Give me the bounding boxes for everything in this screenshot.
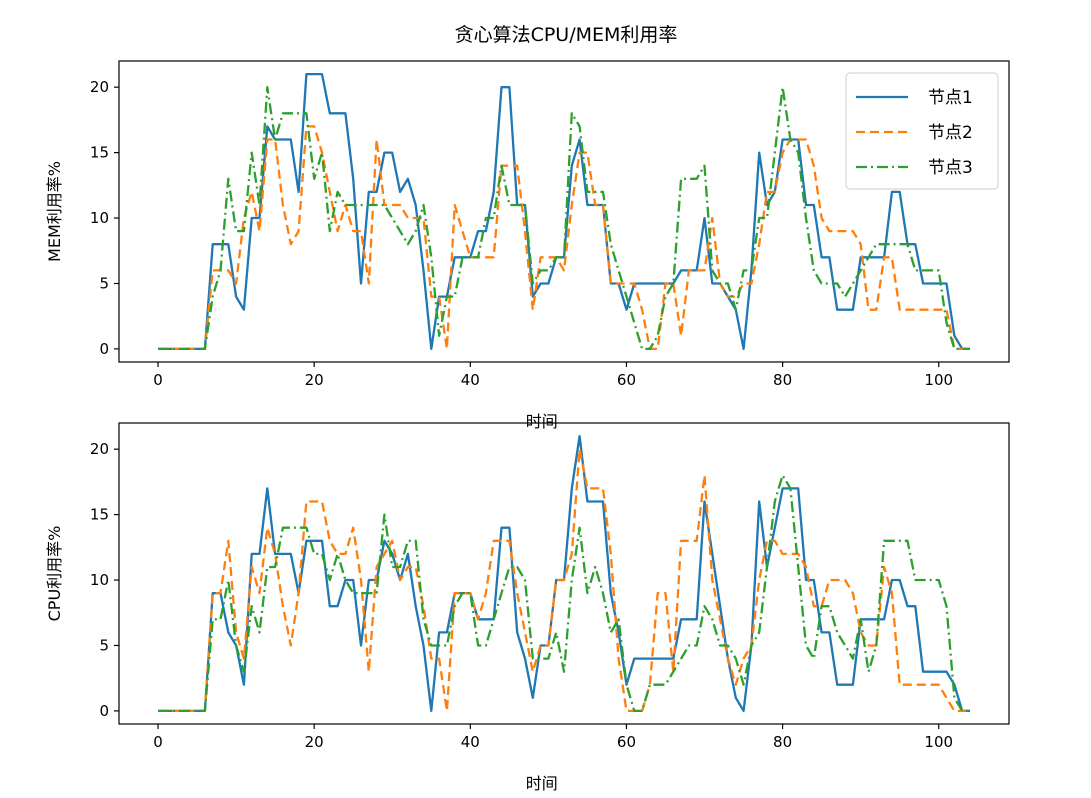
mem-x-tick-label: 0	[153, 371, 163, 389]
mem-x-axis-label: 时间	[526, 412, 558, 431]
cpu-y-axis-label: CPU利用率%	[45, 526, 64, 622]
mem-y-tick-label: 10	[90, 209, 109, 227]
mem-x-tick-label: 40	[461, 371, 480, 389]
cpu-series-group	[158, 434, 970, 713]
mem-series-group	[158, 72, 970, 351]
cpu-x-tick-label: 100	[924, 733, 953, 751]
mem-legend: 节点1 节点2 节点3	[845, 72, 999, 190]
cpu-x-tick-label: 40	[461, 733, 480, 751]
mem-y-tick-label: 15	[90, 144, 109, 162]
cpu-x-tick-label: 0	[153, 733, 163, 751]
cpu-y-tick-label: 10	[90, 571, 109, 589]
cpu-chart-panel: 0 20 40 60 80 100 0 5 10 15 20 时间 CPU利用率%	[45, 422, 1010, 793]
mem-x-tick-label: 80	[773, 371, 792, 389]
cpu-series-line-3	[158, 474, 970, 713]
cpu-x-tick-label: 80	[773, 733, 792, 751]
mem-x-tick-label: 20	[305, 371, 324, 389]
mem-x-tick-label: 100	[924, 371, 953, 389]
cpu-y-tick-label: 20	[90, 440, 109, 458]
mem-legend-label-2: 节点2	[928, 123, 973, 143]
cpu-axes-frame	[118, 422, 1010, 725]
mem-series-line-1	[158, 72, 970, 351]
cpu-x-tick-label: 60	[617, 733, 636, 751]
mem-chart-panel: 0 20 40 60 80 100 0 5 10 15 20 时间 MEM利用率% 节点1 节点2 节点3	[45, 60, 1010, 431]
cpu-y-tick-label: 5	[99, 636, 109, 654]
mem-legend-label-3: 节点3	[928, 158, 973, 178]
mem-y-tick-label: 5	[99, 274, 109, 292]
mem-legend-box	[845, 72, 999, 190]
mem-y-tick-label: 20	[90, 78, 109, 96]
cpu-x-axis-label: 时间	[526, 774, 558, 793]
mem-y-axis-label: MEM利用率%	[45, 161, 64, 262]
mem-series-line-3	[158, 86, 970, 351]
mem-x-tick-label: 60	[617, 371, 636, 389]
cpu-series-line-2	[158, 448, 970, 713]
cpu-y-tick-label: 15	[90, 506, 109, 524]
mem-legend-label-1: 节点1	[928, 88, 973, 108]
cpu-x-tick-label: 20	[305, 733, 324, 751]
figure-title: 贪心算法CPU/MEM利用率	[455, 24, 678, 46]
mem-axes-frame	[118, 60, 1010, 363]
mem-y-tick-label: 0	[99, 340, 109, 358]
cpu-y-tick-label: 0	[99, 702, 109, 720]
